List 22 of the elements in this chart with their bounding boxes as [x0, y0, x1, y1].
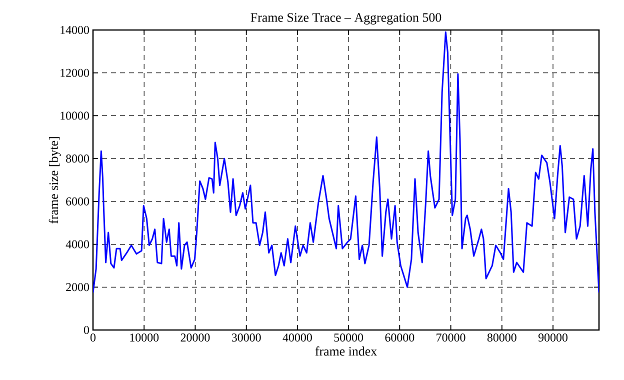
x-tick-label: 50000	[334, 334, 364, 342]
y-tick-label: 14000	[60, 26, 90, 34]
y-tick-label: 0	[84, 326, 90, 334]
x-tick-label: 80000	[487, 334, 516, 342]
y-tick-label: 10000	[60, 112, 90, 120]
y-tick-label: 8000	[66, 154, 90, 163]
x-tick-label: 60000	[385, 334, 414, 342]
y-tick-label: 12000	[60, 68, 90, 77]
x-axis-title: frame index	[315, 346, 377, 356]
x-tick-label: 0	[90, 334, 96, 342]
x-tick-label: 30000	[232, 334, 261, 342]
line-series	[93, 31, 599, 294]
y-axis-title: frame size [byte]	[48, 137, 61, 224]
x-tick-label: 20000	[180, 334, 210, 342]
y-tick-label: 6000	[66, 197, 90, 206]
x-tick-label: 70000	[436, 334, 466, 342]
x-tick-label: 10000	[130, 334, 159, 342]
x-tick-label: 40000	[282, 334, 312, 342]
chart-title: Frame Size Trace – Aggregation 500	[250, 13, 442, 24]
y-tick-label: 4000	[66, 240, 90, 248]
y-tick-label: 2000	[66, 283, 90, 292]
x-tick-label: 90000	[538, 334, 568, 342]
